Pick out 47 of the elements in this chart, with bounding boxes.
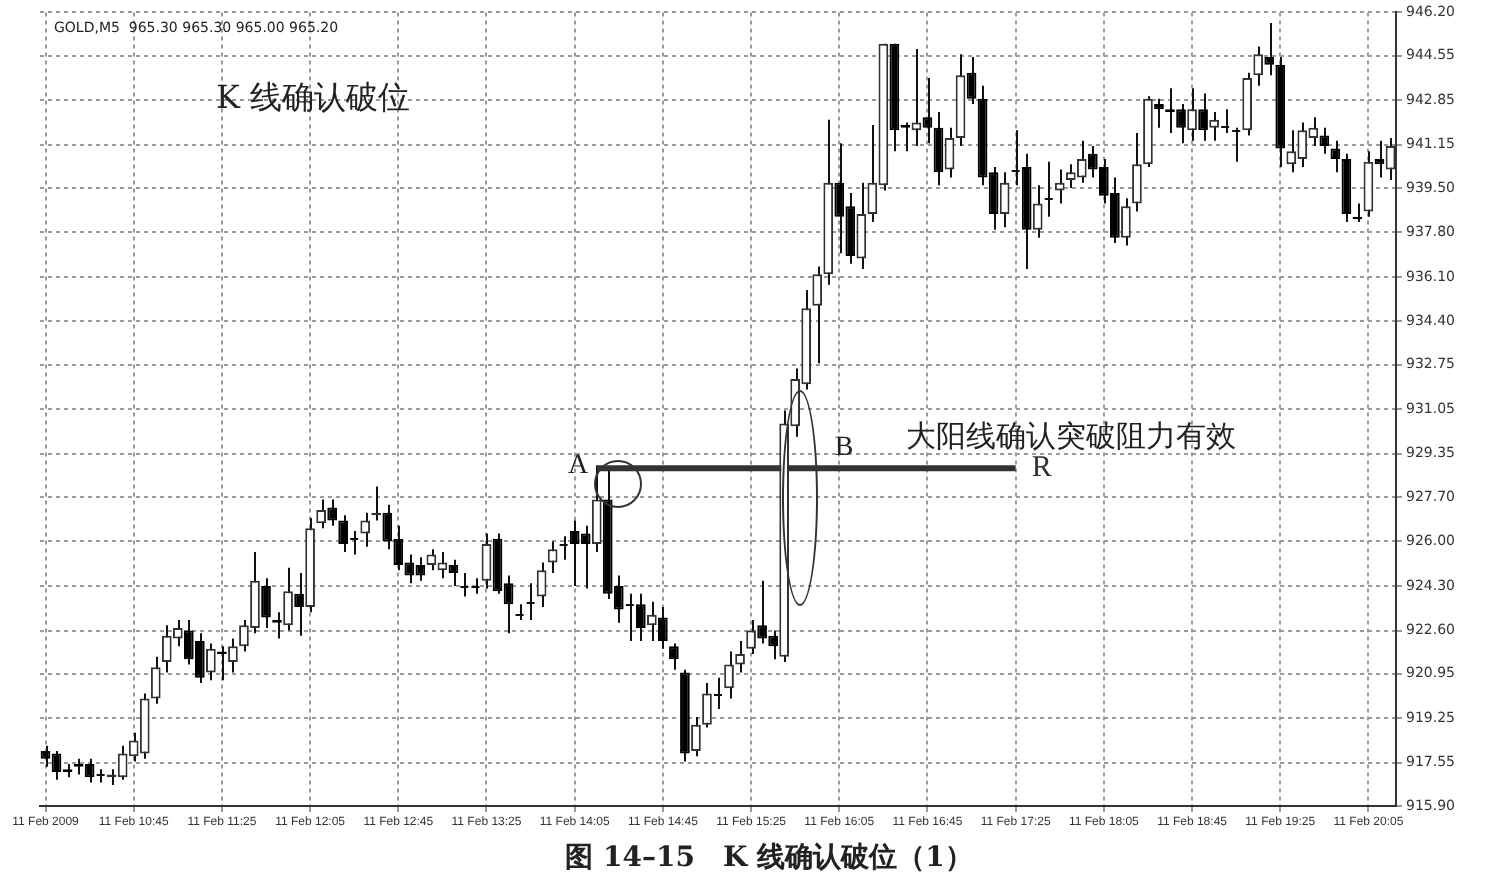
annotation: B: [834, 433, 854, 464]
candlestick: [922, 76, 933, 145]
candlestick: [349, 529, 360, 556]
candlestick: [911, 48, 922, 147]
candlestick: [746, 619, 756, 656]
candlestick: [1198, 92, 1208, 142]
candlestick: [1010, 129, 1021, 187]
candlestick: [514, 603, 525, 622]
candlestick: [1253, 45, 1264, 87]
candlestick: [944, 126, 955, 179]
candlestick: [713, 676, 723, 711]
candlestick: [669, 642, 679, 671]
candlestick: [1187, 87, 1197, 142]
candlestick: [316, 498, 326, 530]
annotation: K 线确认破位: [216, 78, 411, 117]
annotation: A: [567, 451, 590, 482]
candlestick: [1220, 108, 1231, 134]
annotation: 大阳线确认突破阻力有效: [906, 417, 1236, 454]
candlestick: [228, 637, 238, 674]
candlestick: [1231, 126, 1242, 163]
candlestick: [658, 605, 668, 650]
candlestick: [360, 511, 371, 548]
candlestick: [283, 566, 293, 632]
candlestick: [856, 181, 867, 271]
candlestick: [294, 571, 304, 637]
candlestick: [624, 592, 635, 642]
candlestick: [327, 498, 337, 527]
candlestick: [206, 642, 216, 682]
candlestick: [150, 655, 161, 705]
candlestick: [1032, 184, 1043, 239]
series-label: R: [1031, 452, 1052, 485]
candlestick: [1319, 126, 1330, 155]
candlestick: [1132, 131, 1142, 213]
candlestick: [261, 577, 271, 629]
candlestick: [1054, 168, 1065, 205]
candlestick: [647, 600, 657, 642]
candlestick: [525, 582, 536, 622]
candlestick: [558, 535, 569, 561]
candlestick: [1264, 21, 1275, 77]
candlestick: [812, 265, 823, 365]
candlestick: [691, 715, 701, 758]
candlestick: [1043, 160, 1054, 218]
candlestick: [735, 639, 745, 674]
candlestick: [724, 650, 734, 700]
text: 图 14–15 K 线确认破位（1）: [565, 842, 973, 875]
candlestick: [448, 558, 459, 587]
candlestick: [1121, 197, 1131, 247]
